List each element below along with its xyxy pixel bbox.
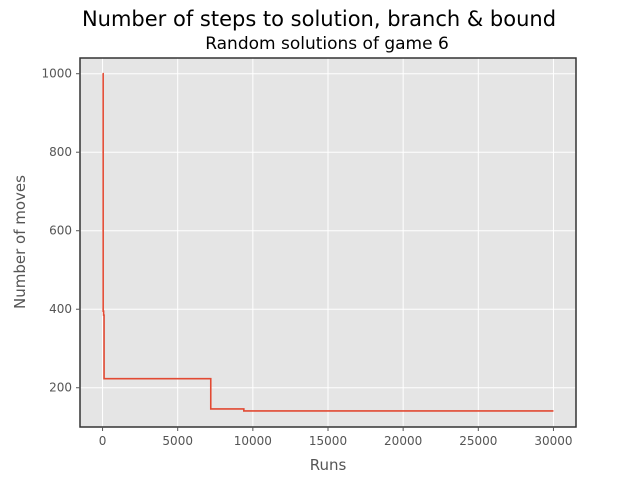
grid: [80, 58, 576, 427]
chart-subtitle: Random solutions of game 6: [205, 34, 449, 54]
y-tick-label: 800: [49, 145, 72, 159]
series-line-0: [102, 72, 554, 412]
chart-title: Number of steps to solution, branch & bo…: [82, 7, 556, 31]
x-tick-label: 30000: [534, 434, 572, 448]
y-tick-label: 200: [49, 381, 72, 395]
y-tick-label: 400: [49, 302, 72, 316]
x-tick-label: 5000: [162, 434, 193, 448]
x-tick-label: 0: [99, 434, 107, 448]
x-tick-label: 25000: [459, 434, 497, 448]
y-ticks: 200 400 600 800 1000: [41, 67, 80, 395]
x-tick-label: 10000: [234, 434, 272, 448]
x-ticks: 0 5000 10000 15000 20000 25000 30000: [99, 427, 573, 448]
x-tick-label: 15000: [309, 434, 347, 448]
series-group: [102, 72, 554, 412]
x-axis-label: Runs: [310, 456, 347, 474]
y-tick-label: 600: [49, 224, 72, 238]
x-tick-label: 20000: [384, 434, 422, 448]
y-axis-label: Number of moves: [11, 175, 29, 309]
y-tick-label: 1000: [41, 67, 72, 81]
